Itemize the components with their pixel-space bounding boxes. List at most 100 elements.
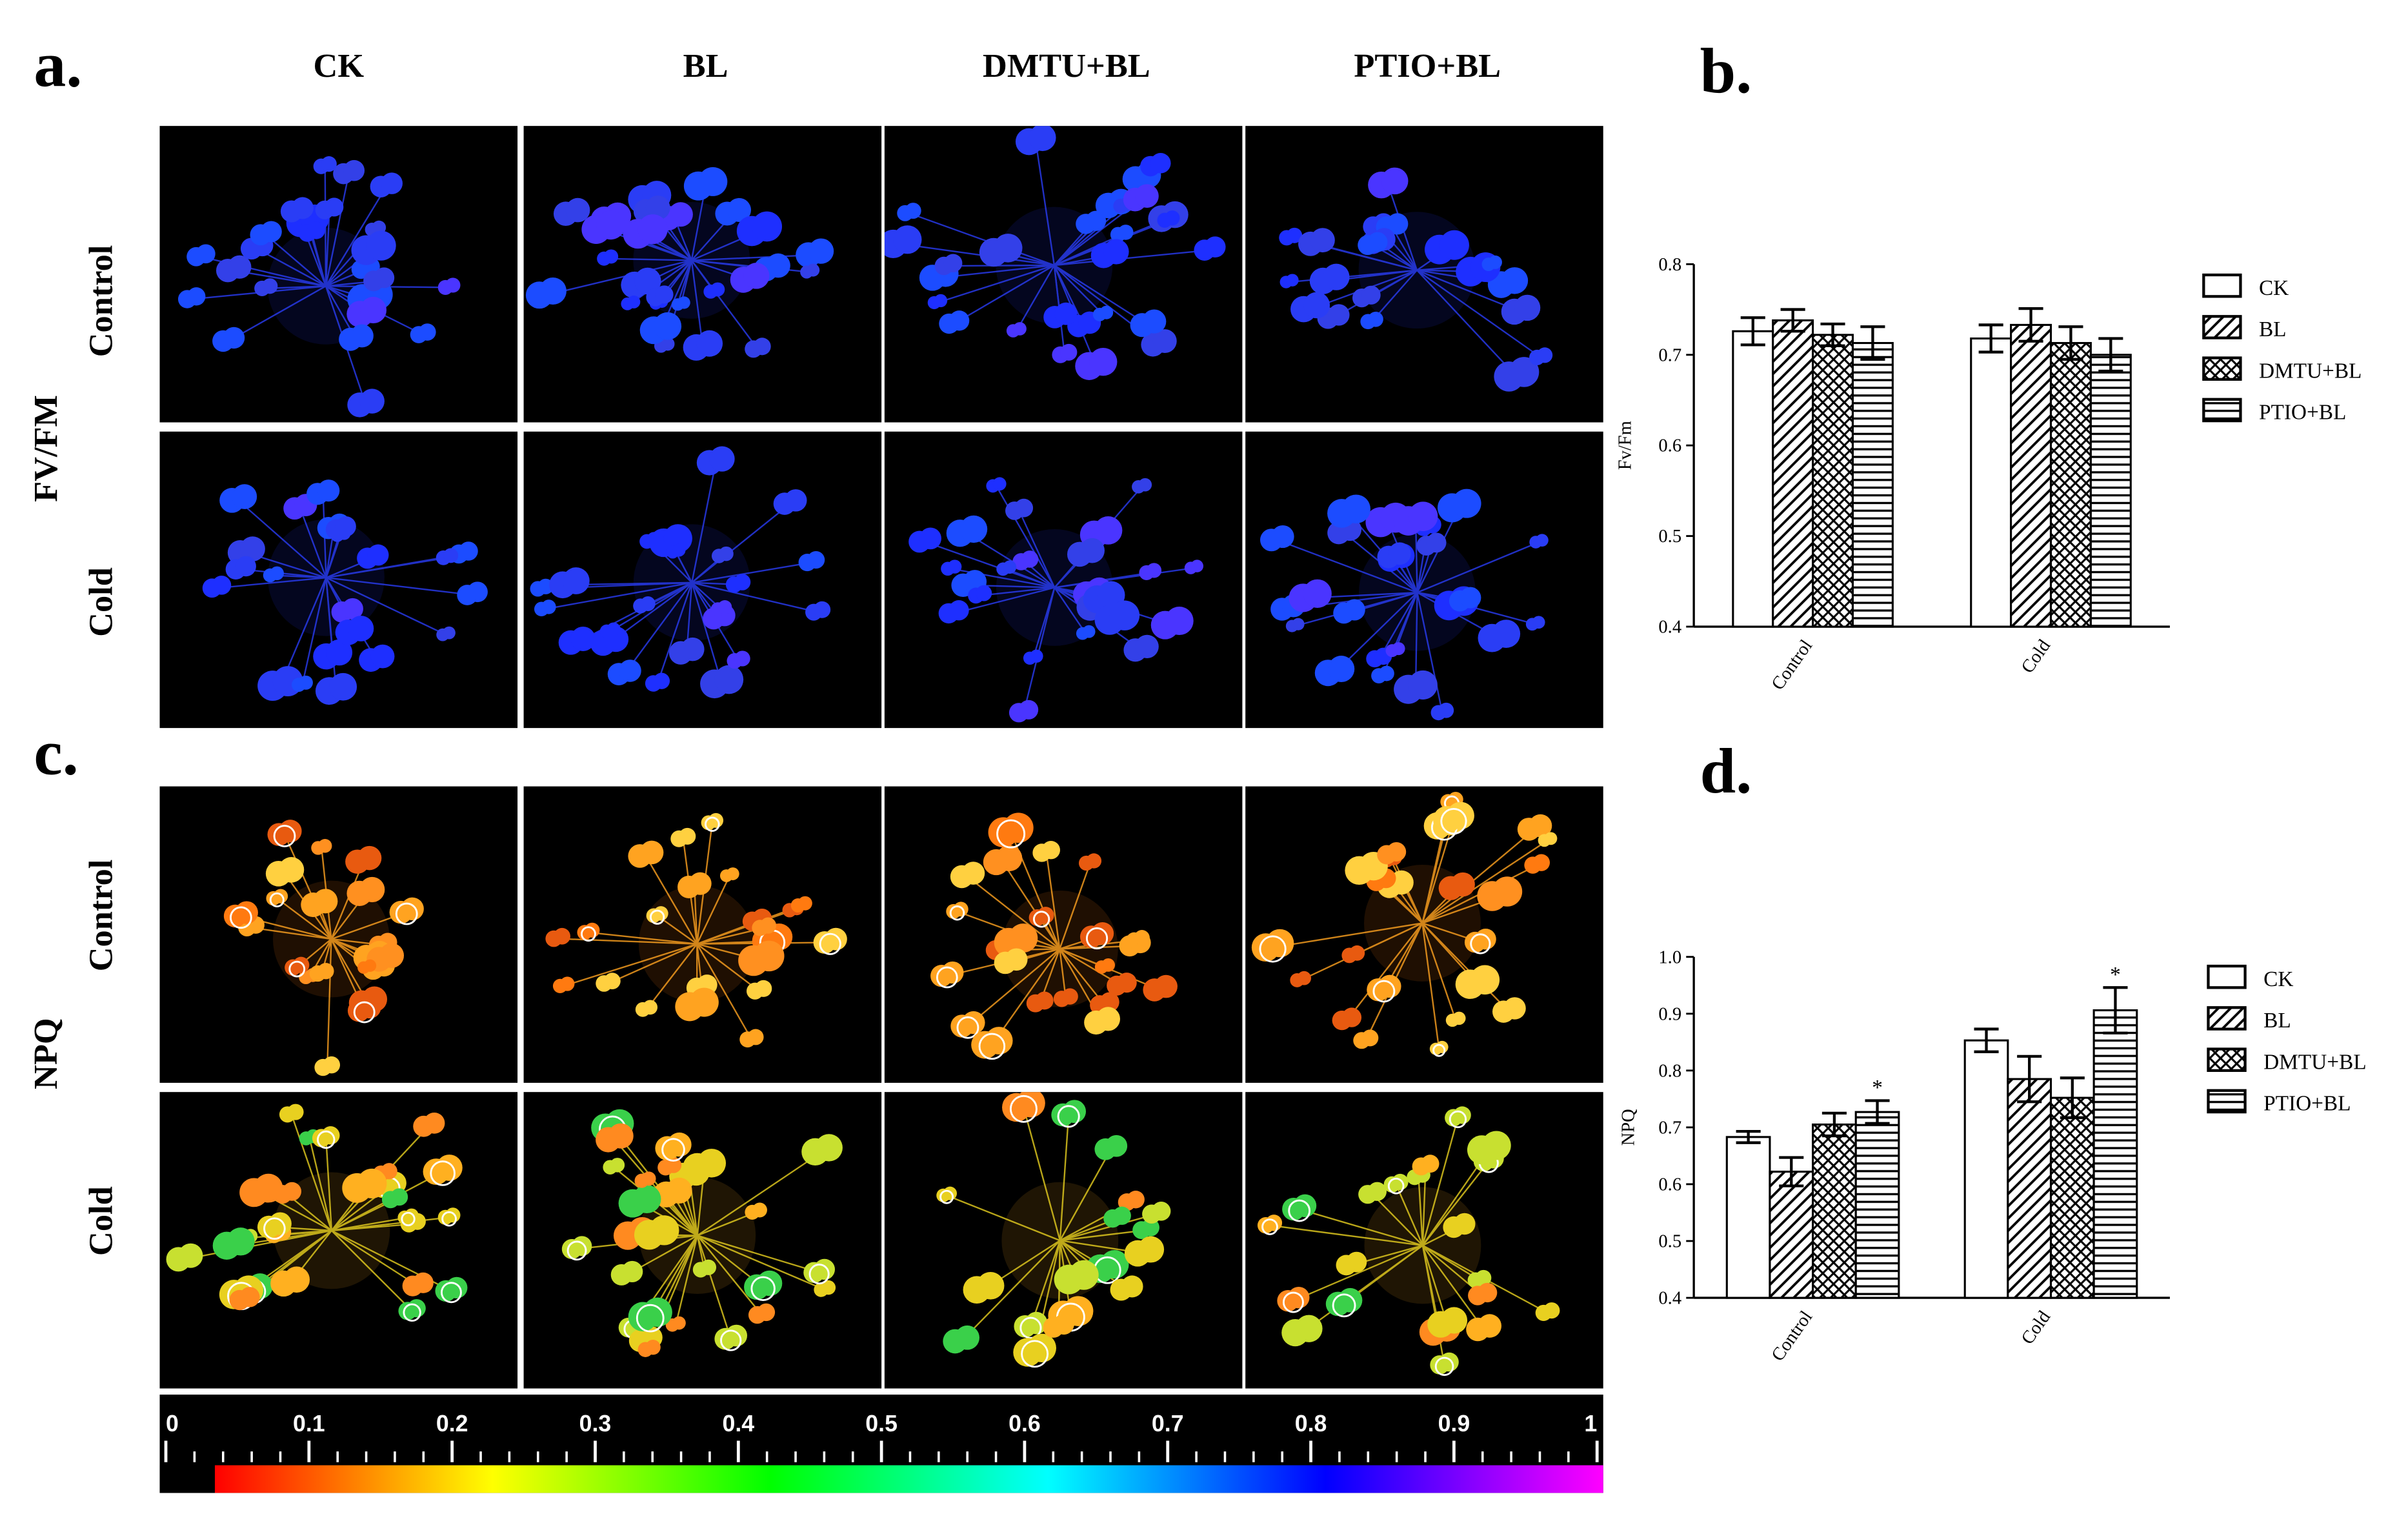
significance-marker: *	[2110, 963, 2121, 987]
error-bar	[1865, 1099, 1890, 1125]
npq-image-control-bl	[523, 786, 882, 1083]
error-bar	[2018, 307, 2043, 343]
bar	[2089, 354, 2132, 628]
npq-image-cold-ptio-bl	[1245, 1092, 1603, 1389]
row-label-cold-a: Cold	[81, 567, 120, 637]
npq-image-cold-dmtu-bl	[884, 1092, 1243, 1389]
plant-leaves	[1279, 167, 1553, 392]
bar	[2049, 1096, 2095, 1299]
legend-swatch	[2207, 1006, 2247, 1031]
error-bar	[1978, 323, 2003, 354]
fvfm-image-control-bl	[523, 126, 882, 423]
color-scale-tick-label: 0.9	[1438, 1411, 1470, 1437]
legend-swatch	[2207, 964, 2247, 989]
legend-swatch	[2202, 273, 2242, 298]
color-scale-tick-label: 0.2	[436, 1411, 468, 1437]
color-scale-tick-label: 0.6	[1008, 1411, 1041, 1437]
plant-leaves	[166, 1104, 468, 1322]
plant-leaves	[884, 126, 1226, 380]
row-label-control-a: Control	[81, 245, 120, 358]
color-scale-gradient	[159, 1465, 1603, 1493]
color-scale-tick-label: 0.8	[1295, 1411, 1327, 1437]
x-category-label: Cold	[2018, 1307, 2054, 1348]
fvfm-image-control-dmtu-bl	[884, 126, 1243, 423]
plant-leaves	[202, 479, 488, 705]
row-label-cold-c: Cold	[81, 1186, 120, 1256]
y-axis-title: NPQ	[1618, 1109, 1638, 1145]
color-scale-tick-label: 0.4	[722, 1411, 754, 1437]
npq-image-cold-bl	[523, 1092, 882, 1389]
bar	[2049, 341, 2092, 628]
column-header-ptio-bl: PTIO+BL	[1354, 46, 1501, 85]
npq-image-control-dmtu-bl	[884, 786, 1243, 1083]
npq-color-scale: 0 0.1 0.2 0.3 0.4 0.5 0.6 0.7 0.8 0.9 1	[159, 1395, 1603, 1493]
fvfm-image-control-ck	[159, 126, 518, 423]
plant-leaves	[525, 166, 834, 361]
error-bar	[1740, 316, 1765, 347]
fvfm-image-cold-dmtu-bl	[884, 431, 1243, 729]
color-scale-ticks: 0 0.1 0.2 0.3 0.4 0.5 0.6 0.7 0.8 0.9 1	[160, 1395, 1603, 1465]
y-tick-label: 0.5	[1658, 1232, 1681, 1252]
plant-leaves	[1251, 792, 1558, 1057]
x-category-label: Control	[1768, 1307, 1816, 1365]
bar	[1970, 337, 2012, 628]
legend-label: CK	[2263, 967, 2293, 991]
color-scale-tick-label: 1	[1584, 1411, 1597, 1437]
error-bar	[1821, 1111, 1847, 1138]
bar	[1854, 1111, 1900, 1299]
row-label-control-c: Control	[81, 859, 120, 972]
fvfm-image-cold-bl	[523, 431, 882, 729]
fvfm-image-cold-ck	[159, 431, 518, 729]
y-tick-label: 0.6	[1658, 436, 1681, 456]
bar	[1732, 330, 1774, 628]
legend-label: PTIO+BL	[2259, 401, 2346, 425]
bar	[1851, 341, 1894, 628]
plant-leaves	[545, 812, 847, 1048]
y-tick-label: 0.6	[1658, 1175, 1681, 1195]
y-axis-title: Fv/Fm	[1616, 421, 1636, 470]
plant-leaves	[936, 1092, 1171, 1368]
legend-swatch	[2207, 1047, 2247, 1073]
significance-marker: *	[1872, 1076, 1883, 1100]
error-bar	[1736, 1129, 1761, 1144]
bar-chart-svg: 0.4 0.5 0.6 0.7 0.8 Fv/Fm Control Cold CK BL DMTU+…	[1616, 255, 2362, 694]
column-header-ck: CK	[313, 46, 365, 85]
x-category-label: Cold	[2018, 636, 2054, 677]
panel-c-label: c.	[34, 718, 79, 790]
legend-label: DMTU+BL	[2263, 1050, 2366, 1074]
error-bar	[2098, 337, 2123, 373]
y-tick-label: 0.9	[1658, 1004, 1681, 1024]
color-scale-axis: 0 0.1 0.2 0.3 0.4 0.5 0.6 0.7 0.8 0.9 1	[164, 1411, 1599, 1462]
legend-swatch	[2202, 315, 2242, 339]
panel-a-label: a.	[34, 30, 83, 102]
legend-label: CK	[2259, 276, 2289, 300]
plant-leaves	[530, 446, 831, 699]
bar	[1812, 334, 1854, 628]
y-tick-label: 0.4	[1658, 1289, 1681, 1309]
legend-label: PTIO+BL	[2263, 1092, 2351, 1116]
error-bar	[1779, 1156, 1804, 1187]
error-bar	[1860, 325, 1885, 361]
npq-image-cold-ck	[159, 1092, 518, 1389]
y-tick-label: 1.0	[1658, 947, 1681, 967]
plant-leaves	[223, 820, 424, 1076]
error-bar	[2058, 325, 2083, 361]
legend-label: BL	[2259, 318, 2287, 341]
y-tick-label: 0.4	[1658, 618, 1681, 638]
error-bar	[2060, 1076, 2085, 1120]
color-scale-tick-label: 0.5	[865, 1411, 898, 1437]
bar	[1725, 1136, 1771, 1299]
legend-label: DMTU+BL	[2259, 359, 2362, 383]
plant-leaves	[908, 477, 1204, 723]
fvfm-bar-chart: 0.4 0.5 0.6 0.7 0.8 Fv/Fm Control Cold CK BL DMTU+…	[1597, 230, 2396, 737]
color-scale-tick-label: 0.1	[293, 1411, 325, 1437]
error-bar	[2017, 1054, 2042, 1104]
color-scale-tick-label: 0.7	[1152, 1411, 1184, 1437]
error-bar	[1780, 308, 1805, 333]
y-tick-label: 0.8	[1658, 255, 1681, 275]
plant-leaves	[1257, 1106, 1560, 1377]
bar	[1772, 319, 1814, 628]
bar	[2007, 1078, 2052, 1299]
group-label-npq: NPQ	[26, 1018, 65, 1089]
npq-bar-chart: 0.4 0.5 0.6 0.7 0.8 0.9 1.0 NPQ * Control * Cold CK B…	[1597, 929, 2396, 1429]
